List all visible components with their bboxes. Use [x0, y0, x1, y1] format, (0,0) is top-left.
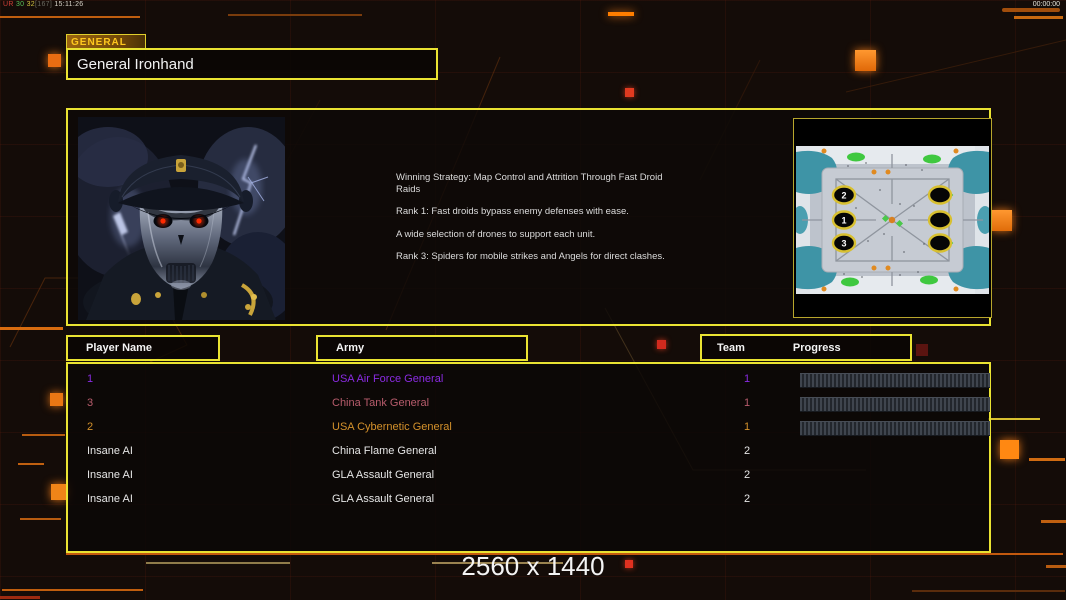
- team-cell: 1: [743, 421, 751, 433]
- progress-header-label: Progress: [792, 341, 841, 354]
- column-header-player-name: Player Name: [66, 335, 220, 361]
- red-eye-right: [196, 218, 202, 224]
- army-cell: USA Cybernetic General: [332, 421, 452, 433]
- team-cell: 1: [743, 397, 751, 409]
- load-progress-bar: [800, 421, 990, 436]
- general-tab-label: GENERAL: [66, 34, 146, 49]
- team-cell: 2: [743, 493, 751, 505]
- map-preview-box: 2 1 3: [793, 118, 992, 318]
- map-marker-label: 3: [841, 239, 846, 249]
- decor-line: [2, 589, 143, 591]
- decor-line: [0, 16, 140, 18]
- table-row: 2 USA Cybernetic General 1: [68, 415, 990, 439]
- player-table: 1 USA Air Force General 1 3 China Tank G…: [66, 362, 991, 553]
- decor-square: [625, 560, 633, 568]
- team-cell: 1: [743, 373, 751, 385]
- table-row: Insane AI China Flame General 2: [68, 439, 989, 463]
- army-cell: China Tank General: [332, 397, 430, 409]
- decor-square: [48, 54, 61, 67]
- decor-line: [432, 562, 563, 564]
- resolution-label: 2560 x 1440: [461, 551, 605, 581]
- decor-square: [1000, 440, 1019, 459]
- strategy-line: Rank 3: Spiders for mobile strikes and A…: [396, 251, 665, 262]
- load-progress-bar: [800, 373, 990, 388]
- player-name-cell: 2: [87, 421, 94, 433]
- decor-line: [18, 463, 44, 465]
- army-cell: USA Air Force General: [332, 373, 444, 385]
- table-row: 1 USA Air Force General 1: [68, 367, 990, 391]
- team-cell: 2: [743, 445, 751, 457]
- column-header-army: Army: [316, 335, 528, 361]
- general-name-box: General Ironhand: [66, 48, 438, 80]
- match-timer: 00:00:00: [1032, 1, 1060, 8]
- team-cell: 2: [743, 469, 751, 481]
- general-portrait-image: [78, 117, 285, 320]
- army-header-label: Army: [336, 342, 365, 354]
- decor-line: [1041, 520, 1066, 523]
- decor-line: [912, 590, 1065, 592]
- strategy-text: Winning Strategy: Map Control and Attrit…: [396, 172, 688, 274]
- load-progress-bar: [800, 397, 990, 412]
- decor-square: [51, 484, 67, 500]
- player-name-cell: 1: [87, 373, 94, 385]
- player-name-header-label: Player Name: [86, 342, 153, 354]
- debug-readout: UR 30 32[167] 15:11:26: [3, 1, 84, 8]
- decor-line: [1002, 8, 1060, 12]
- team-header-label: Team: [717, 341, 745, 354]
- decor-line: [22, 434, 65, 436]
- player-name-cell: Insane AI: [87, 469, 133, 481]
- table-row: Insane AI GLA Assault General 2: [68, 487, 989, 511]
- decor-line: [1029, 458, 1065, 461]
- decor-square: [625, 88, 634, 97]
- army-cell: GLA Assault General: [332, 469, 435, 481]
- red-eye-left: [160, 218, 166, 224]
- map-marker-label: 2: [841, 191, 846, 201]
- decor-line: [66, 553, 1063, 555]
- general-name: General Ironhand: [77, 55, 194, 73]
- strategy-line: Rank 1: Fast droids bypass enemy defense…: [396, 206, 629, 217]
- army-cell: GLA Assault General: [332, 493, 435, 505]
- decor-line: [20, 518, 61, 520]
- player-name-cell: Insane AI: [87, 493, 133, 505]
- map-start-markers: 2 1 3: [831, 185, 953, 253]
- decor-line: [0, 327, 63, 330]
- table-row: Insane AI GLA Assault General 2: [68, 463, 989, 487]
- table-row: 3 China Tank General 1: [68, 391, 990, 415]
- decor-line: [228, 14, 362, 16]
- player-name-cell: Insane AI: [87, 445, 133, 457]
- decor-square: [991, 210, 1012, 231]
- strategy-line: A wide selection of drones to support ea…: [396, 228, 596, 240]
- decor-line: [1014, 16, 1063, 19]
- decor-line: [608, 12, 634, 16]
- map-preview-image: 2 1 3: [796, 146, 989, 294]
- decor-line: [0, 596, 40, 599]
- player-name-cell: 3: [87, 397, 94, 409]
- decor-square: [657, 340, 666, 349]
- decor-line: [146, 562, 290, 564]
- column-header-team-progress: Team Progress: [700, 334, 912, 361]
- decor-square: [50, 393, 63, 406]
- decor-line: [1046, 565, 1066, 568]
- decor-square: [855, 50, 876, 71]
- decor-square: [916, 344, 928, 356]
- strategy-line: Winning Strategy: Map Control and Attrit…: [396, 172, 663, 195]
- map-marker-label: 1: [841, 216, 846, 226]
- army-cell: China Flame General: [332, 445, 437, 457]
